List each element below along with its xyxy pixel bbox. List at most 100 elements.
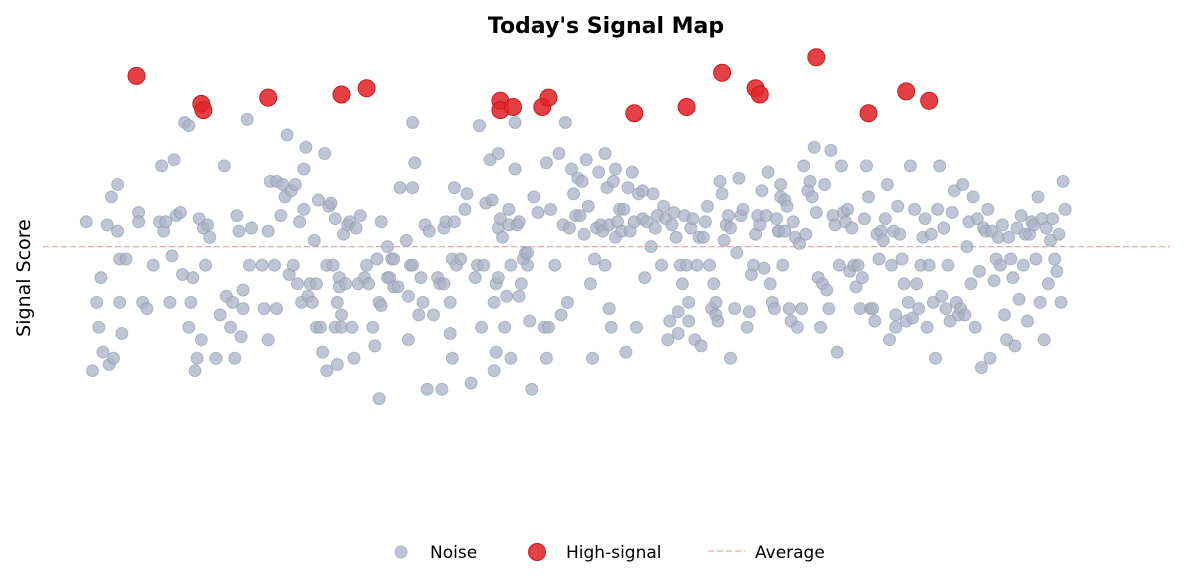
noise-point — [539, 156, 553, 170]
noise-point — [598, 258, 612, 272]
noise-point — [682, 295, 696, 309]
noise-point — [226, 295, 240, 309]
noise-point — [381, 240, 394, 254]
noise-point — [387, 252, 401, 266]
noise-point — [372, 392, 386, 406]
noise-point — [975, 361, 988, 375]
noise-point — [581, 199, 595, 213]
noise-point — [140, 302, 154, 316]
noise-point — [370, 252, 384, 266]
noise-point — [786, 215, 800, 229]
high-signal-point — [625, 104, 644, 123]
noise-point — [104, 190, 118, 204]
noise-point — [454, 252, 468, 266]
noise-point — [531, 206, 545, 219]
noise-point — [1004, 252, 1018, 266]
noise-point — [234, 330, 248, 344]
noise-point — [297, 202, 311, 216]
noise-point — [1033, 295, 1047, 309]
noise-point — [619, 345, 633, 359]
noise-point — [186, 271, 200, 285]
noise-point — [213, 308, 227, 322]
noise-point — [560, 295, 574, 309]
noise-point — [933, 159, 947, 173]
noise-point — [427, 308, 440, 322]
high-signal-point — [750, 85, 769, 104]
noise-point — [554, 308, 568, 322]
noise-point — [270, 302, 284, 316]
noise-point — [349, 221, 363, 235]
noise-point — [889, 308, 903, 322]
noise-point — [770, 212, 783, 226]
noise-point — [155, 159, 169, 173]
noise-point — [447, 181, 461, 195]
noise-point — [240, 112, 254, 126]
noise-point — [774, 178, 788, 191]
noise-point — [368, 339, 382, 353]
noise-point — [860, 159, 873, 173]
noise-point — [366, 320, 380, 334]
high-signal-point — [504, 98, 522, 116]
noise-point — [862, 190, 875, 204]
noise-point — [646, 187, 660, 201]
noise-point — [1058, 202, 1072, 216]
noise-point — [686, 212, 700, 226]
noise-point — [236, 302, 250, 316]
noise-point — [690, 258, 704, 272]
noise-point — [968, 320, 982, 334]
noise-point — [918, 212, 932, 226]
noise-point — [889, 320, 903, 334]
noise-point — [491, 147, 505, 160]
noise-point — [86, 364, 99, 378]
noise-point — [261, 333, 275, 347]
noise-point — [1008, 339, 1022, 353]
noise-point — [711, 314, 725, 328]
noise-point — [724, 221, 737, 235]
noise-point — [408, 156, 422, 170]
noise-point — [671, 327, 685, 340]
noise-point — [406, 116, 420, 129]
noise-point — [778, 224, 792, 238]
noise-point — [935, 289, 949, 303]
noise-point — [1037, 333, 1051, 347]
noise-point — [910, 277, 924, 291]
noise-point — [937, 221, 951, 235]
noise-point — [360, 258, 374, 272]
noise-point — [132, 215, 146, 229]
noise-point — [305, 295, 319, 309]
noise-point — [813, 320, 827, 334]
noise-point — [194, 333, 208, 347]
noise-point — [885, 258, 899, 272]
noise-point — [763, 277, 777, 291]
high-signal-point — [539, 88, 558, 107]
noise-point — [799, 227, 813, 241]
noise-point — [496, 230, 509, 244]
noise-point — [780, 199, 794, 213]
noise-point — [920, 320, 934, 334]
noise-point — [391, 280, 405, 294]
noise-point — [330, 358, 344, 371]
noise-point — [445, 351, 459, 365]
noise-point — [232, 224, 246, 238]
noise-point — [694, 339, 708, 353]
noise-point — [475, 320, 489, 334]
noise-point — [717, 233, 731, 247]
noise-point — [420, 382, 434, 396]
noise-point — [767, 302, 781, 316]
noise-point — [790, 320, 804, 334]
noise-point — [715, 187, 729, 201]
noise-point — [876, 233, 890, 247]
noise-point — [824, 143, 838, 157]
noise-point — [669, 230, 683, 244]
noise-point — [217, 159, 231, 173]
noise-point — [577, 227, 591, 241]
noise-point — [755, 184, 769, 198]
noise-point — [972, 264, 986, 278]
noise-point — [895, 252, 909, 266]
noise-point — [412, 308, 426, 322]
noise-point — [782, 302, 796, 316]
noise-point — [406, 181, 420, 195]
legend-noise-label: Noise — [430, 543, 477, 563]
chart-title: Today's Signal Map — [488, 14, 724, 39]
noise-point — [941, 258, 955, 272]
